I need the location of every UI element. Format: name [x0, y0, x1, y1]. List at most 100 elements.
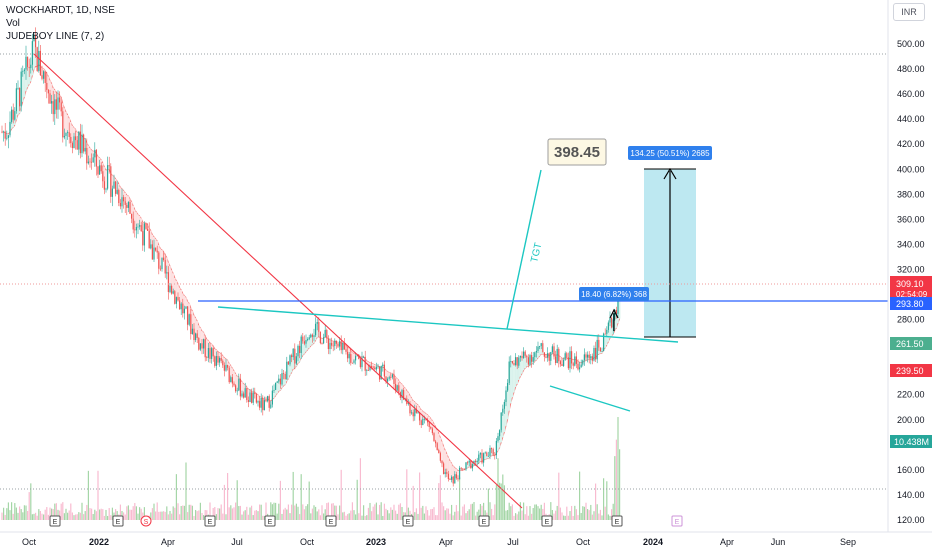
judeboy-fill [71, 125, 74, 149]
judeboy-fill [438, 433, 440, 454]
candle-body [223, 365, 225, 371]
candle-body [217, 356, 219, 363]
volume-bar [340, 469, 342, 520]
candle-body [327, 338, 329, 350]
red-descending-trendline[interactable] [33, 53, 523, 509]
teal-target-line[interactable] [506, 169, 542, 330]
volume-bar [126, 506, 128, 520]
earnings-event-marker[interactable]: E [402, 515, 414, 527]
judeboy-fill [420, 409, 422, 425]
volume-bar [505, 510, 507, 520]
judeboy-fill [502, 408, 504, 438]
candle-body [126, 204, 128, 208]
candle-body [454, 474, 456, 484]
judeboy-fill [278, 378, 280, 392]
time-axis[interactable]: Oct 2022 Apr Jul Oct 2023 Apr Jul Oct 2024 Apr Jun S… [0, 531, 932, 547]
y-tick-label: 320.00 [897, 264, 925, 274]
drawings[interactable]: 398.45 TGT 134.25 (50.51%) 2685 18.40 (6… [0, 53, 888, 509]
earnings-event-marker[interactable]: E [112, 515, 124, 527]
earnings-event-marker[interactable]: E [541, 515, 553, 527]
last-price-value: 309.10 [896, 279, 924, 289]
judeboy-fill [33, 35, 35, 70]
volume-bar [343, 511, 345, 520]
teal-upper-trendline[interactable] [217, 306, 679, 343]
candle-body [420, 420, 422, 425]
earnings-event-marker[interactable]: E [611, 515, 623, 527]
earnings-marker-box [112, 515, 124, 527]
candle-body [395, 383, 397, 391]
volume-bar [212, 508, 214, 520]
candle-body [97, 166, 99, 175]
candle-body [478, 454, 480, 461]
earnings-event-marker[interactable]: E [478, 515, 490, 527]
symbol-title[interactable]: WOCKHARDT, 1D, NSE [6, 5, 115, 16]
volume-bar [251, 505, 253, 520]
candle-body [71, 143, 73, 149]
teal-lower-trendline[interactable] [549, 385, 631, 412]
candle-body [124, 201, 126, 205]
earnings-event-marker[interactable]: E [264, 515, 276, 527]
candle-body [332, 345, 334, 347]
candle-body [579, 367, 581, 370]
judeboy-fill [508, 361, 510, 411]
volume-bar [524, 514, 526, 520]
earnings-event-marker[interactable]: E [325, 515, 337, 527]
candle-body [318, 322, 320, 332]
candle-body [537, 346, 539, 351]
indicator-legend[interactable]: JUDEBOY LINE (7, 2) [6, 31, 105, 42]
candle-body [239, 378, 241, 397]
volume-bar [15, 507, 17, 520]
volume-bar [43, 514, 45, 520]
currency-badge[interactable]: INR [893, 3, 925, 21]
volume-bar [188, 504, 190, 520]
candle-body [201, 343, 203, 349]
candle-body [407, 403, 409, 405]
candle-body [121, 197, 123, 207]
candle-body [275, 382, 277, 390]
judeboy-fill [386, 371, 389, 379]
candle-body [379, 366, 381, 380]
volume-bar [151, 508, 153, 520]
volume-bar [465, 513, 467, 520]
split-event-marker[interactable]: S [140, 515, 152, 527]
volume-bar [609, 515, 611, 520]
candle-body [207, 348, 209, 358]
candle-body [556, 348, 558, 363]
judeboy-fill [63, 108, 66, 136]
judeboy-fill [7, 133, 10, 136]
volume-bar [470, 504, 472, 520]
x-tick-label: Jul [231, 537, 243, 547]
judeboy-fill [503, 401, 506, 433]
candle-body [377, 366, 379, 368]
candle-body [383, 364, 385, 377]
judeboy-fill [273, 389, 275, 398]
volume-legend[interactable]: Vol [6, 18, 20, 29]
earnings-event-marker[interactable]: E [49, 515, 61, 527]
volume-bar [599, 509, 601, 520]
volume-bar [601, 515, 603, 520]
candle-body [95, 149, 97, 167]
judeboy-fill [12, 119, 14, 128]
candle-body [511, 361, 513, 364]
candle-body [369, 365, 371, 371]
volume-bar [84, 511, 86, 520]
earnings-event-marker[interactable]: E [204, 515, 216, 527]
earnings-event-marker[interactable]: E [671, 515, 683, 527]
price-axis[interactable]: 120.00140.00160.00180.00200.00220.00240.… [887, 0, 925, 532]
candle-body [1, 131, 3, 133]
candle-body [319, 331, 321, 344]
volume-bar [425, 506, 427, 520]
y-tick-label: 160.00 [897, 465, 925, 475]
target-callout[interactable] [547, 138, 607, 166]
candle-body [225, 364, 227, 371]
candle-body [566, 353, 568, 358]
candle-body [212, 348, 214, 357]
candle-body [236, 390, 238, 392]
volume-bar [452, 515, 454, 520]
candle-body [295, 356, 297, 364]
volume-bar [307, 504, 309, 520]
candle-body [491, 448, 493, 450]
candle-body [449, 479, 451, 480]
candle-body [294, 348, 296, 364]
